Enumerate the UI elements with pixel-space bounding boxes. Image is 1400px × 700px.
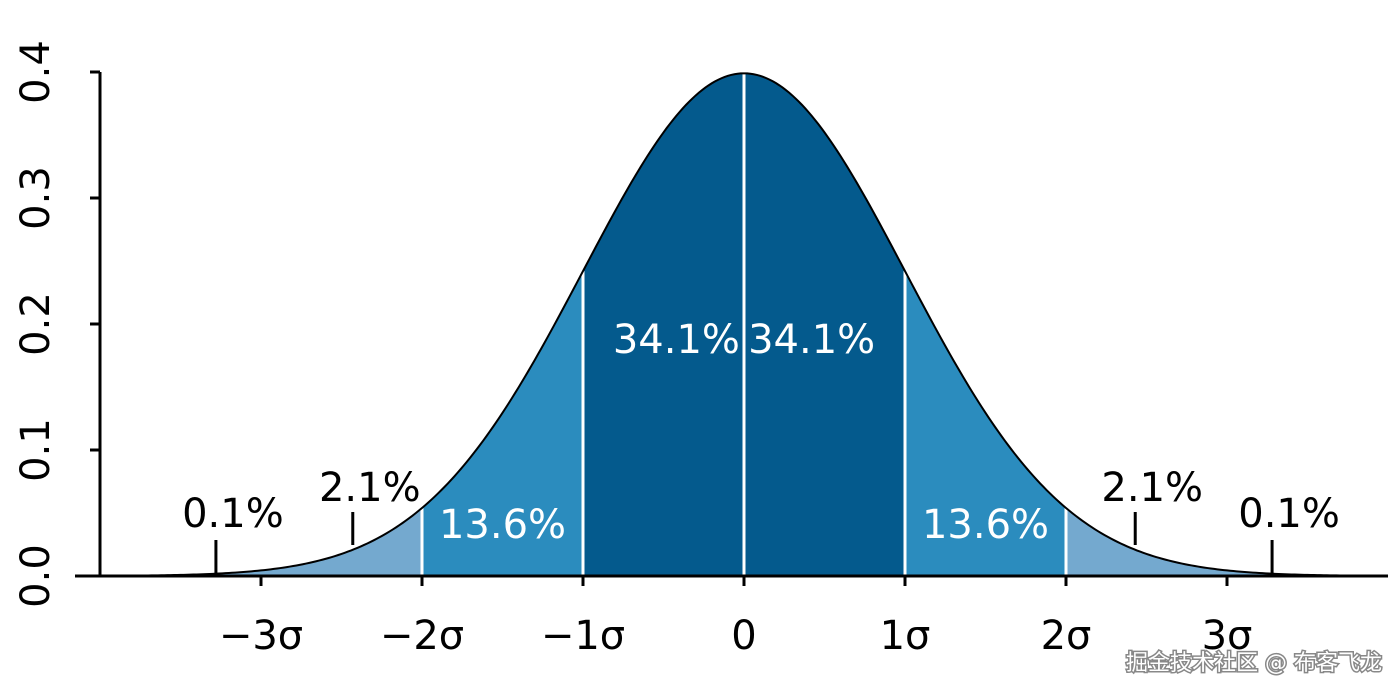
value-label: 34.1% bbox=[748, 317, 875, 363]
value-label: 2.1% bbox=[319, 465, 421, 511]
x-tick-label: 0 bbox=[731, 613, 756, 659]
x-tick-label: −1σ bbox=[541, 613, 625, 659]
y-tick-label: 0.3 bbox=[13, 166, 59, 230]
curve bbox=[99, 72, 1389, 577]
y-tick-label: 0.0 bbox=[13, 544, 59, 608]
value-label: 13.6% bbox=[922, 502, 1049, 548]
y-tick-label: 0.2 bbox=[13, 292, 59, 356]
y-tick-label: 0.4 bbox=[13, 40, 59, 104]
y-tick-label: 0.1 bbox=[13, 418, 59, 482]
value-label: 2.1% bbox=[1101, 465, 1203, 511]
region bbox=[260, 507, 423, 577]
value-label: 0.1% bbox=[182, 491, 284, 537]
value-label: 13.6% bbox=[439, 502, 566, 548]
x-tick-label: 1σ bbox=[880, 613, 931, 659]
x-tick-label: −3σ bbox=[219, 613, 303, 659]
watermark: 掘金技术社区 @ 布客飞龙 bbox=[1126, 651, 1382, 676]
x-tick-label: 2σ bbox=[1041, 613, 1092, 659]
value-label: 34.1% bbox=[613, 317, 740, 363]
x-tick-label: −2σ bbox=[380, 613, 464, 659]
x-tick-label: 3σ bbox=[1202, 613, 1253, 659]
region bbox=[1065, 507, 1228, 577]
value-label: 0.1% bbox=[1238, 491, 1340, 537]
